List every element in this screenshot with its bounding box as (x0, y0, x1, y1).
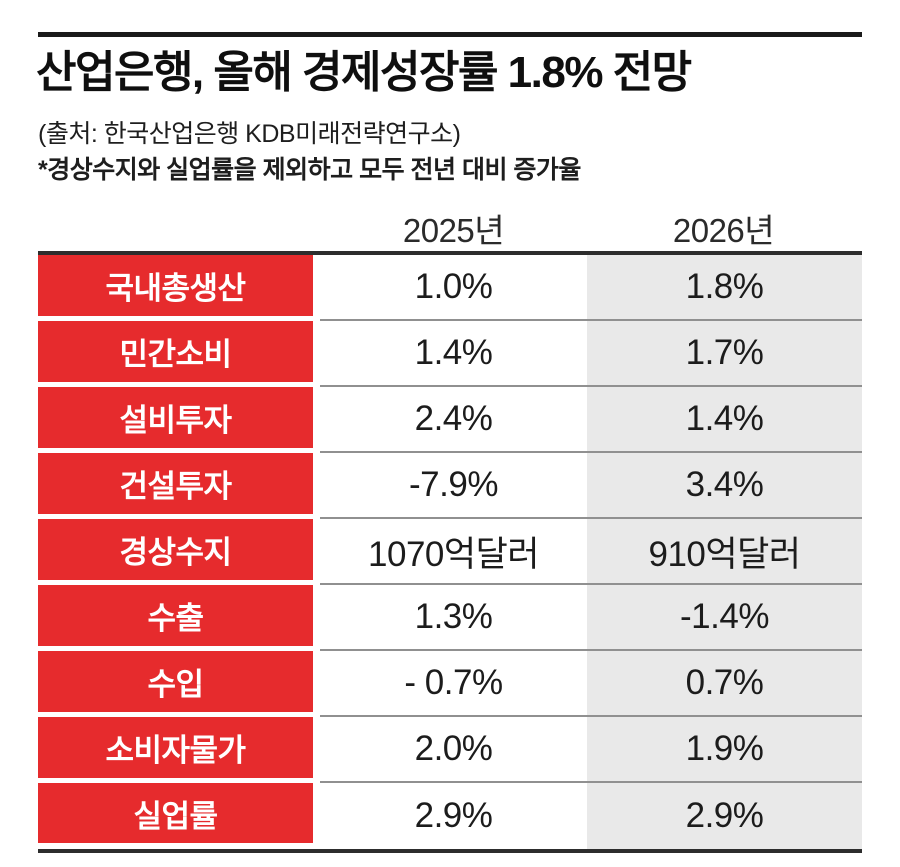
value-2026: 2.9% (587, 783, 862, 849)
row-label: 국내총생산 (38, 255, 313, 316)
value-2026: 0.7% (587, 651, 862, 717)
value-2025: 2.0% (320, 717, 587, 783)
row-label-cell: 경상수지 (38, 519, 320, 585)
row-label: 건설투자 (38, 453, 313, 514)
value-2025: 2.9% (320, 783, 587, 849)
row-label: 소비자물가 (38, 717, 313, 778)
page-title: 산업은행, 올해 경제성장률 1.8% 전망 (36, 48, 692, 97)
table-row: 민간소비 1.4% 1.7% (38, 321, 862, 387)
row-label: 수출 (38, 585, 313, 646)
value-2025: 1.0% (320, 255, 587, 321)
value-2026: 1.4% (587, 387, 862, 453)
value-2026: 1.9% (587, 717, 862, 783)
value-2025: - 0.7% (320, 651, 587, 717)
value-2025: 2.4% (320, 387, 587, 453)
column-header-2025: 2025년 (402, 212, 505, 249)
top-rule (38, 32, 862, 37)
row-label: 실업률 (38, 783, 313, 843)
row-label-cell: 건설투자 (38, 453, 320, 519)
table-row: 국내총생산 1.0% 1.8% (38, 255, 862, 321)
row-label: 설비투자 (38, 387, 313, 448)
table-row: 실업률 2.9% 2.9% (38, 783, 862, 849)
footnote: *경상수지와 실업률을 제외하고 모두 전년 대비 증가율 (38, 156, 581, 184)
row-label: 경상수지 (38, 519, 313, 580)
value-2026: 1.8% (587, 255, 862, 321)
table-row: 수입 - 0.7% 0.7% (38, 651, 862, 717)
row-label-cell: 설비투자 (38, 387, 320, 453)
row-label-cell: 국내총생산 (38, 255, 320, 321)
value-2026: 1.7% (587, 321, 862, 387)
value-2025: 1.3% (320, 585, 587, 651)
source-caption: (출처: 한국산업은행 KDB미래전략연구소) (38, 120, 461, 148)
table-row: 경상수지 1070억달러 910억달러 (38, 519, 862, 585)
row-label: 수입 (38, 651, 313, 712)
row-label: 민간소비 (38, 321, 313, 382)
row-label-cell: 민간소비 (38, 321, 320, 387)
row-label-cell: 소비자물가 (38, 717, 320, 783)
row-label-cell: 수입 (38, 651, 320, 717)
row-label-cell: 실업률 (38, 783, 320, 849)
row-label-cell: 수출 (38, 585, 320, 651)
value-2025: 1.4% (320, 321, 587, 387)
table-row: 수출 1.3% -1.4% (38, 585, 862, 651)
value-2025: 1070억달러 (320, 519, 587, 585)
value-2025: -7.9% (320, 453, 587, 519)
column-header-2026: 2026년 (672, 212, 775, 249)
table-row: 소비자물가 2.0% 1.9% (38, 717, 862, 783)
table-row: 설비투자 2.4% 1.4% (38, 387, 862, 453)
value-2026: -1.4% (587, 585, 862, 651)
value-2026: 3.4% (587, 453, 862, 519)
table-row: 건설투자 -7.9% 3.4% (38, 453, 862, 519)
forecast-table: 국내총생산 1.0% 1.8% 민간소비 1.4% 1.7% 설비투자 2.4%… (38, 251, 862, 853)
value-2026: 910억달러 (587, 519, 862, 585)
